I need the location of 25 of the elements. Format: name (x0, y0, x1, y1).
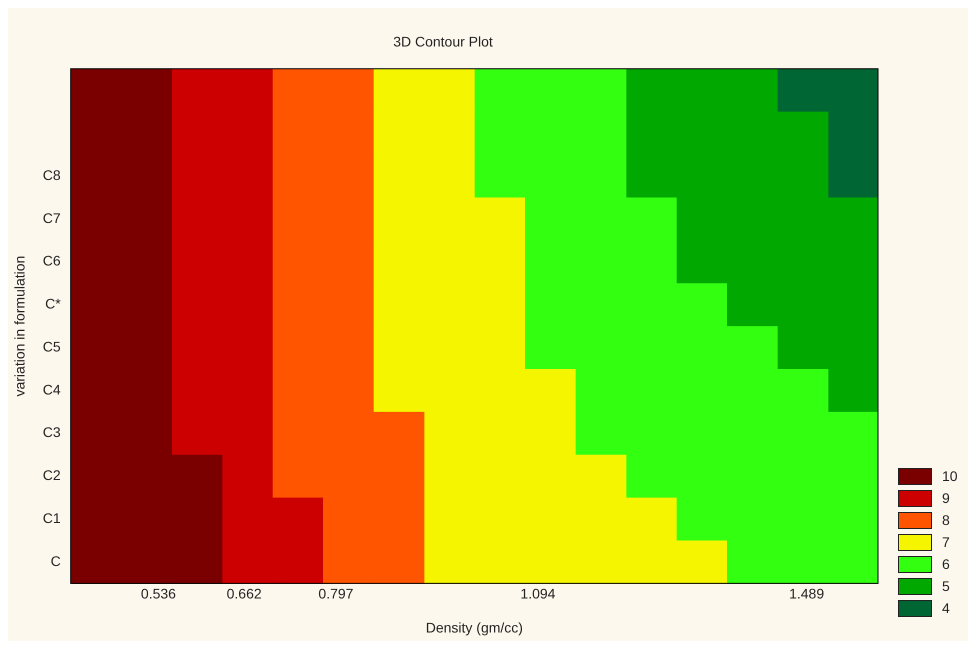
y-tick-label: C2 (42, 467, 61, 484)
color-bar-label: 5 (942, 578, 950, 594)
x-axis-title: Density (gm/cc) (426, 619, 523, 636)
x-tick-label: 0.536 (140, 586, 176, 602)
y-tick-label: C1 (42, 510, 61, 526)
y-tick-label: C7 (42, 210, 61, 226)
y-tick-label: C6 (42, 252, 61, 269)
x-tick-label: 0.662 (226, 586, 262, 602)
y-tick-label: C4 (42, 381, 61, 398)
x-tick-label: 0.797 (318, 586, 354, 602)
color-bar-label: 4 (942, 600, 950, 616)
chart-title: 3D Contour Plot (393, 33, 493, 50)
y-tick-label: C (50, 552, 61, 569)
y-tick-label: C5 (42, 338, 61, 354)
y-tick-label: C8 (42, 166, 61, 183)
color-bar-label: 6 (942, 556, 950, 572)
color-bar-label: 8 (942, 512, 950, 528)
color-bar-label: 10 (942, 468, 958, 484)
x-tick-label: 1.094 (520, 586, 556, 602)
color-bar-label: 9 (942, 490, 950, 506)
x-tick-label: 1.489 (789, 586, 824, 602)
y-tick-label: C3 (42, 424, 61, 440)
color-bar-label: 7 (942, 534, 950, 550)
y-axis-title: variation in formulation (11, 256, 28, 397)
y-tick-label: C* (45, 296, 62, 312)
